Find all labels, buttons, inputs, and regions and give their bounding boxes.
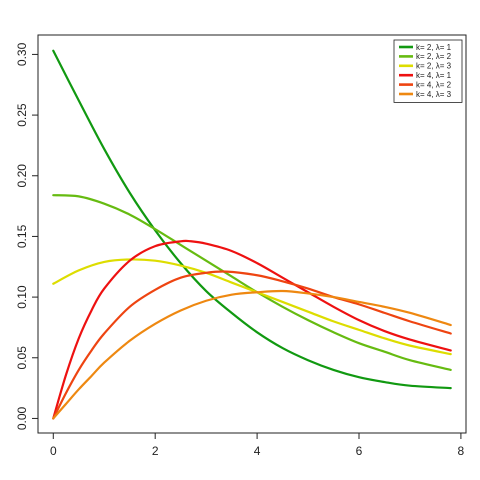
x-tick-label: 8: [458, 444, 465, 458]
legend-label: k= 4, λ= 2: [416, 80, 452, 89]
axes-layer: 0 2 4 6 8 0.00 0.05 0.10 0.15 0.20 0.25 0.30: [15, 34, 467, 458]
x-tick-label: 4: [254, 444, 261, 458]
y-tick-label: 0.30: [15, 42, 29, 66]
series-layer: [52, 49, 452, 420]
legend-label: k= 2, λ= 1: [416, 43, 452, 52]
legend-label: k= 2, λ= 3: [416, 62, 452, 71]
series-line-1: [52, 49, 452, 390]
series-line-6: [52, 289, 452, 420]
x-tick-label: 6: [356, 444, 363, 458]
series-line-4: [52, 239, 452, 420]
series-line-3: [52, 258, 452, 356]
legend: k= 2, λ= 1k= 2, λ= 2k= 2, λ= 3k= 4, λ= 1…: [393, 39, 463, 103]
y-tick-label: 0.15: [15, 224, 29, 248]
series-line-5: [52, 270, 452, 420]
legend-box: [393, 39, 463, 103]
legend-label: k= 4, λ= 3: [416, 90, 452, 99]
y-tick-label: 0.10: [15, 285, 29, 309]
x-tick-label: 2: [152, 444, 159, 458]
legend-label: k= 4, λ= 1: [416, 71, 452, 80]
y-tick-label: 0.05: [15, 346, 29, 370]
y-tick-label: 0.25: [15, 103, 29, 127]
y-tick-label: 0.20: [15, 164, 29, 188]
y-tick-label: 0.00: [15, 406, 29, 430]
series-line-2: [52, 194, 452, 371]
legend-label: k= 2, λ= 2: [416, 52, 452, 61]
x-tick-label: 0: [50, 444, 57, 458]
